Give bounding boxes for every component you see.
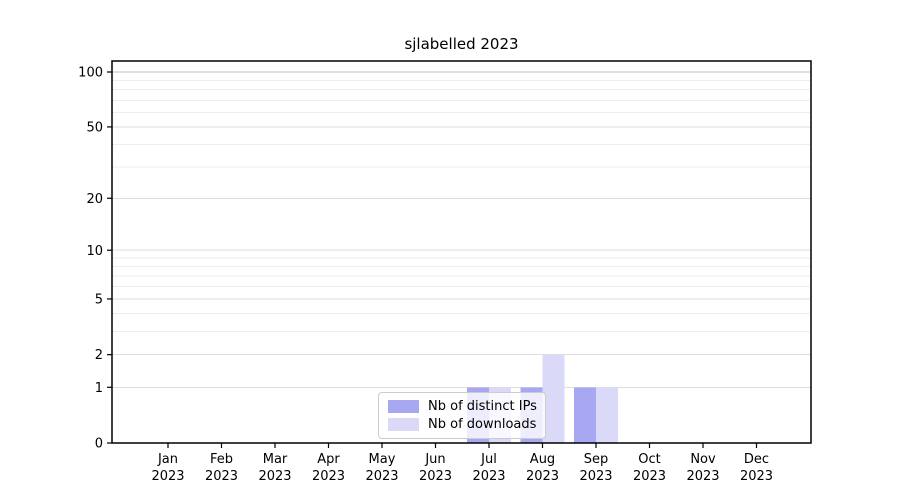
bar-downloads	[596, 387, 618, 443]
bar-downloads	[542, 354, 565, 443]
x-tick-label-month: Sep	[584, 452, 609, 467]
x-tick-label-year: 2023	[686, 469, 719, 484]
x-tick-label-month: Apr	[317, 452, 340, 467]
plot-frame	[111, 60, 812, 444]
y-tick-label: 2	[95, 348, 103, 363]
x-tick-label-month: Aug	[530, 452, 555, 467]
x-tick-label-month: Mar	[263, 452, 288, 467]
y-tick-label: 50	[86, 120, 103, 135]
chart-title: sjlabelled 2023	[404, 35, 519, 53]
y-tick-label: 100	[78, 66, 103, 81]
x-tick-label-year: 2023	[365, 469, 398, 484]
legend-label-distinct-ips: Nb of distinct IPs	[428, 398, 537, 414]
y-tick-label: 0	[95, 437, 103, 452]
x-tick-label-month: Jun	[424, 452, 445, 467]
x-tick-label-month: Dec	[744, 452, 769, 467]
legend-item-downloads: Nb of downloads	[388, 417, 536, 432]
x-tick-label-month: Feb	[210, 452, 233, 467]
x-tick-label-month: Oct	[638, 452, 660, 467]
y-tick-label: 5	[95, 293, 103, 308]
x-tick-label-year: 2023	[526, 469, 559, 484]
x-tick-label-year: 2023	[151, 469, 184, 484]
x-tick-label-year: 2023	[633, 469, 666, 484]
legend-item-distinct-ips: Nb of distinct IPs	[388, 398, 537, 414]
x-tick-label-month: Jan	[157, 452, 178, 467]
x-tick-label-year: 2023	[419, 469, 452, 484]
y-tick-label: 20	[86, 192, 103, 207]
legend-swatch-downloads	[388, 418, 419, 432]
x-tick-label-year: 2023	[258, 469, 291, 484]
y-tick-label: 1	[95, 381, 103, 396]
legend-label-downloads: Nb of downloads	[428, 417, 537, 433]
x-tick-label-year: 2023	[205, 469, 238, 484]
x-tick-label-year: 2023	[579, 469, 612, 484]
x-tick-label-year: 2023	[740, 469, 773, 484]
bar-distinct-ips	[574, 387, 596, 443]
x-tick-label-year: 2023	[472, 469, 505, 484]
x-tick-label-month: Nov	[690, 452, 716, 467]
legend-swatch-distinct-ips	[388, 399, 419, 413]
y-tick-label: 10	[86, 244, 103, 259]
x-tick-label-month: Jul	[480, 452, 497, 467]
legend: Nb of distinct IPs Nb of downloads	[378, 392, 546, 439]
x-tick-label-year: 2023	[312, 469, 345, 484]
x-tick-label-month: May	[369, 452, 396, 467]
